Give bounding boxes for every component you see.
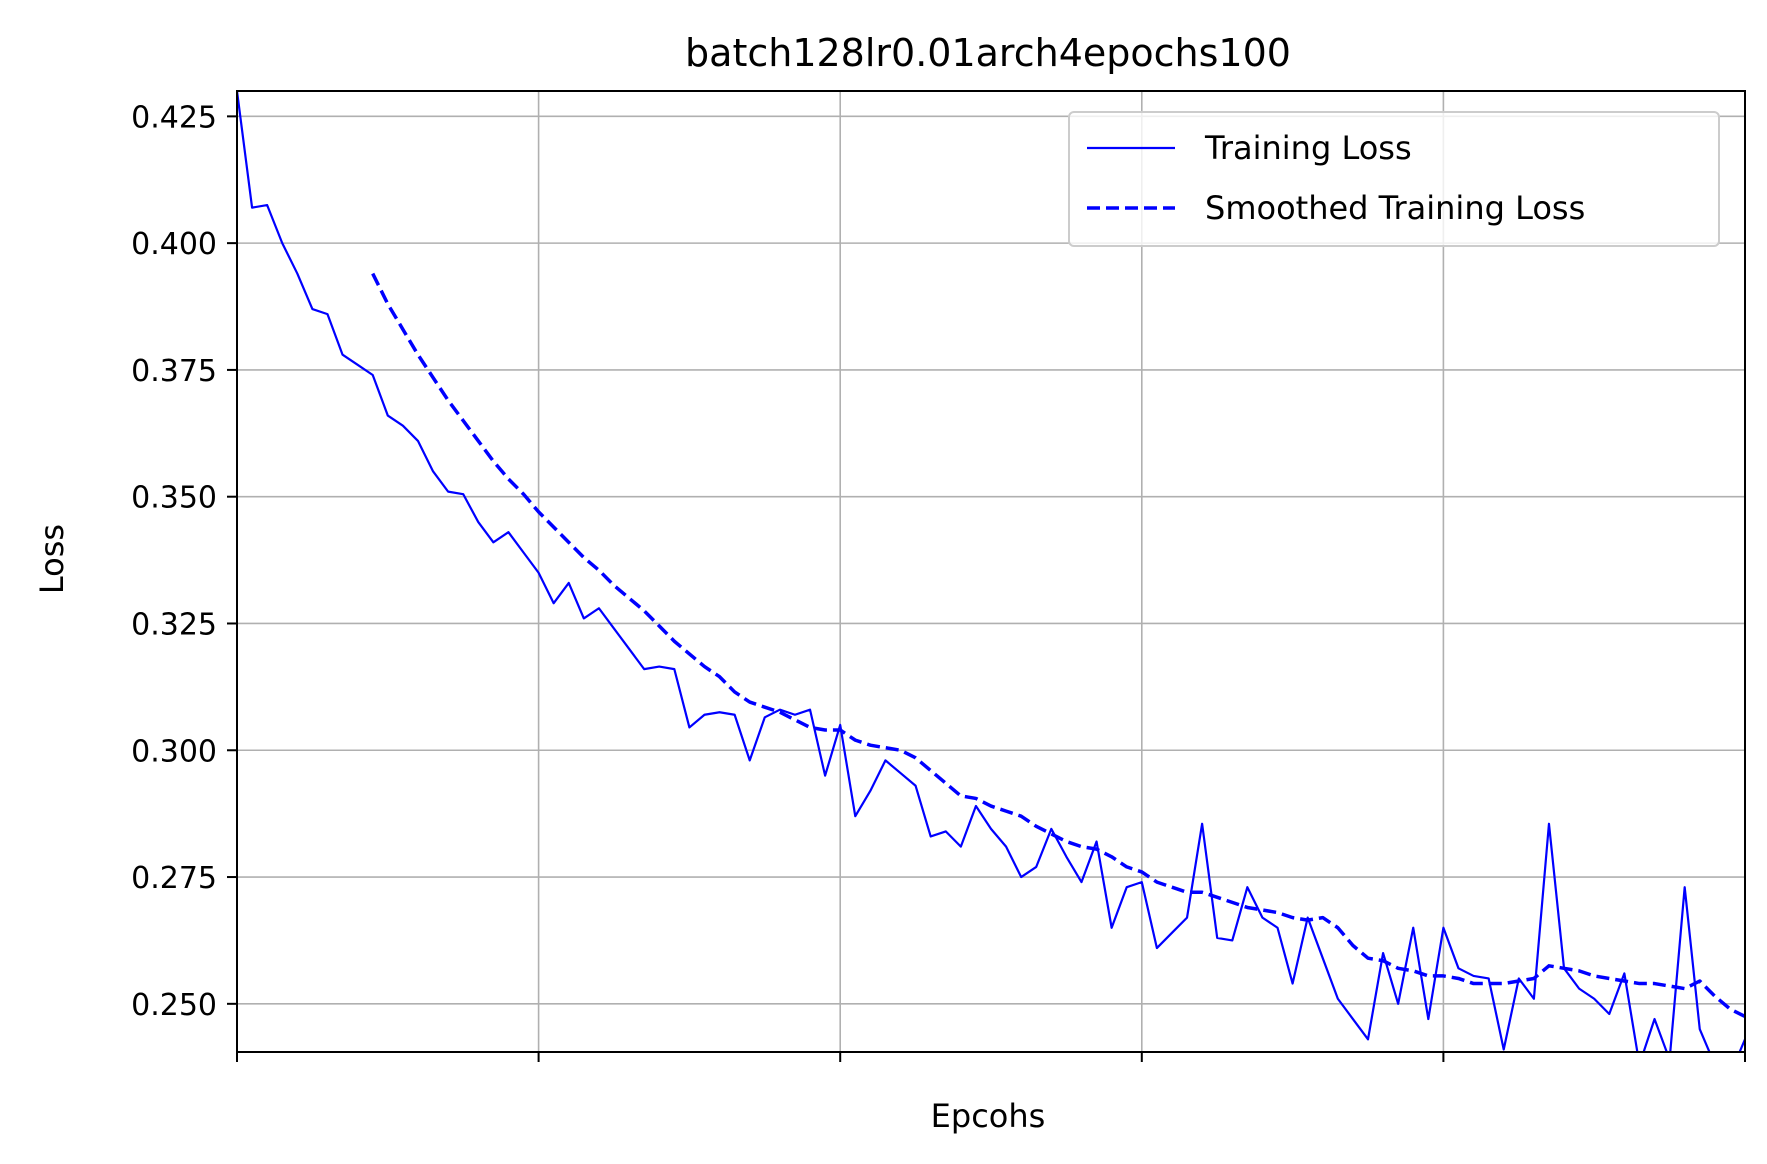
training-loss-line [237,91,1745,1052]
grid [236,91,1746,1052]
series-lines [237,91,1745,1052]
axes-frame [236,90,1746,1053]
legend-box [1068,111,1720,247]
y-tick-label: 0.275 [131,861,217,896]
y-tick-label: 0.350 [131,481,217,516]
chart-title: batch128lr0.01arch4epochs100 [685,31,1291,75]
y-axis-label: Loss [33,524,71,594]
legend-label-training-loss: Training Loss [1204,129,1412,167]
y-tick-label: 0.250 [131,988,217,1023]
y-tick-label: 0.400 [131,227,217,262]
y-tick-label: 0.425 [131,100,217,135]
legend-label-smoothed-training-loss: Smoothed Training Loss [1205,189,1585,227]
axis-ticks: 0.250 0.275 0.300 0.325 0.350 0.375 0.400 0.425 [131,100,1746,1062]
x-axis-label: Epcohs [931,1097,1046,1135]
y-tick-label: 0.375 [131,354,217,389]
legend: Training Loss Smoothed Training Loss [1068,111,1720,247]
y-tick-label: 0.300 [131,734,217,769]
y-tick-label: 0.325 [131,607,217,642]
smoothed-training-loss-line [371,272,1745,1019]
